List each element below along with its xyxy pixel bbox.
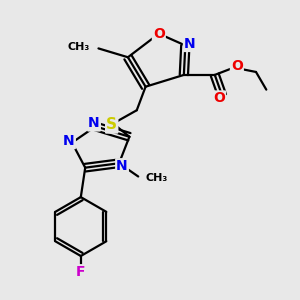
Text: F: F <box>76 265 86 279</box>
Text: CH₃: CH₃ <box>146 173 168 183</box>
Text: O: O <box>231 59 243 73</box>
Text: CH₃: CH₃ <box>68 42 90 52</box>
Text: N: N <box>184 37 196 51</box>
Text: S: S <box>106 118 117 133</box>
Text: O: O <box>213 92 225 106</box>
Text: O: O <box>153 27 165 41</box>
Text: N: N <box>88 116 100 130</box>
Text: N: N <box>63 134 75 148</box>
Text: N: N <box>116 159 128 173</box>
